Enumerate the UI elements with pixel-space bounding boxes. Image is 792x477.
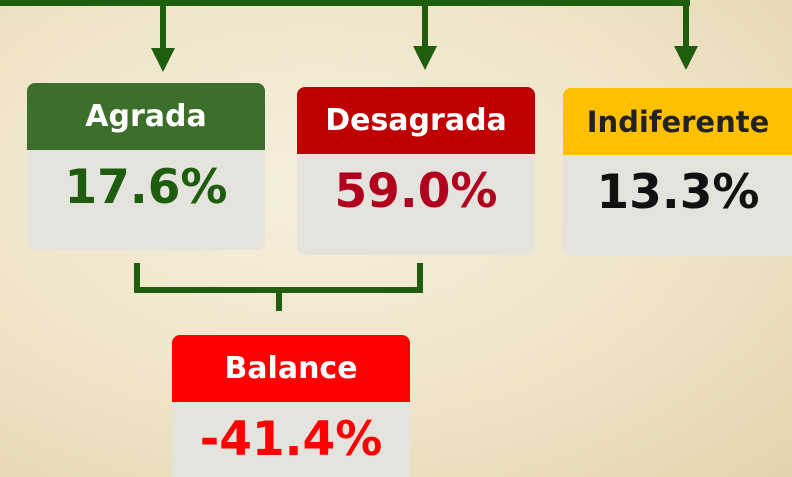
box-label: Desagrada <box>297 87 535 154</box>
arrow-head <box>151 48 175 72</box>
box-value: 17.6% <box>64 160 228 215</box>
box-value: -41.4% <box>199 412 383 467</box>
box-label: Indiferente <box>563 88 792 155</box>
agrada-box: Agrada 17.6% <box>27 83 265 250</box>
box-value: 59.0% <box>334 164 498 219</box>
box-label: Balance <box>172 335 410 402</box>
box-label: Agrada <box>27 83 265 150</box>
indiferente-box: Indiferente 13.3% <box>563 88 792 256</box>
arrow-head <box>413 46 437 70</box>
desagrada-box: Desagrada 59.0% <box>297 87 535 255</box>
bracket <box>134 263 423 293</box>
arrow-head <box>674 46 698 70</box>
box-value: 13.3% <box>596 165 760 220</box>
balance-box: Balance -41.4% <box>172 335 410 477</box>
